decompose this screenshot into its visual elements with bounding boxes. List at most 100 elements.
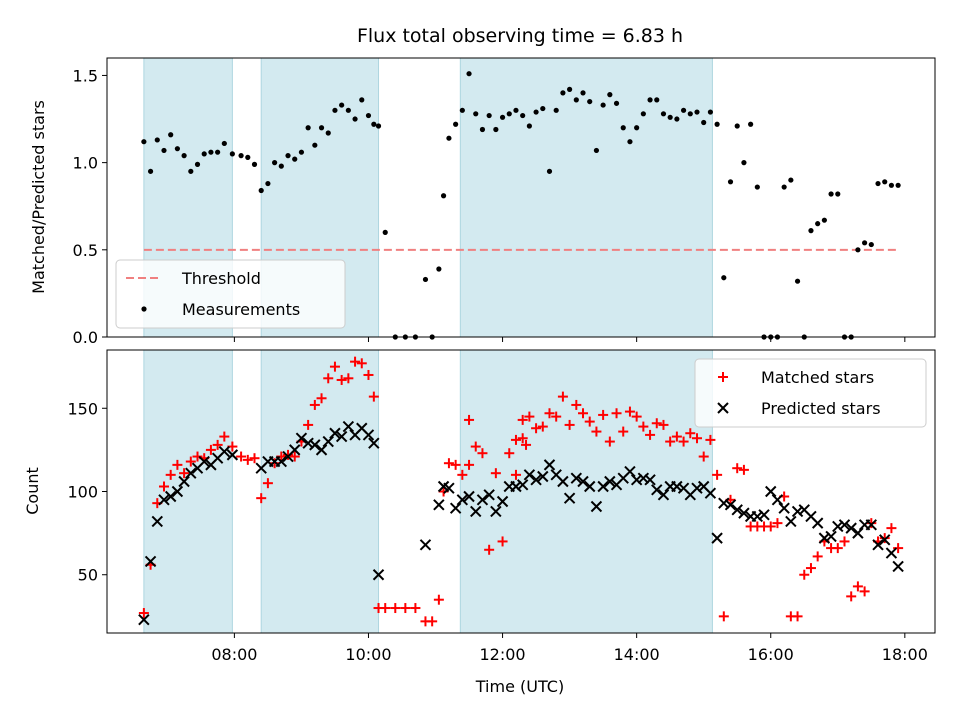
data-point [604, 436, 615, 447]
shaded-interval-2 [260, 349, 380, 634]
x-stroke-b [805, 510, 817, 523]
data-point [212, 439, 223, 450]
data-point [591, 426, 602, 437]
data-point [352, 116, 358, 122]
x-stroke-b [630, 474, 643, 486]
x-stroke-b [178, 475, 190, 488]
data-point [371, 121, 377, 127]
data-point [249, 453, 260, 464]
legend-label: Threshold [181, 269, 261, 288]
data-point [473, 111, 479, 117]
x-stroke-b [825, 530, 837, 543]
data-point [336, 374, 347, 385]
data-point [510, 480, 522, 493]
legend-panel-1: Threshold Measurements [115, 259, 346, 329]
x-stroke-b [563, 492, 576, 504]
x-tick-label: 18:00 [882, 645, 928, 664]
data-point [888, 182, 895, 188]
x-stroke-b [309, 439, 321, 451]
data-point [251, 161, 258, 167]
data-point [218, 445, 231, 458]
data-point [765, 521, 776, 532]
x-stroke-b [791, 505, 804, 518]
data-point [380, 603, 391, 614]
data-point [557, 391, 568, 402]
data-point [466, 71, 472, 77]
data-point [363, 369, 374, 380]
chart-title: Flux total observing time = 6.83 h [357, 25, 683, 47]
data-point [479, 126, 486, 133]
x-stroke-b [158, 494, 170, 506]
data-point [624, 406, 635, 417]
data-point [438, 486, 449, 497]
data-point [895, 182, 901, 188]
data-point [493, 126, 499, 133]
bottom-panel-shading-layer [143, 349, 713, 634]
data-point [578, 408, 589, 419]
data-point [799, 569, 810, 580]
data-point [598, 409, 609, 420]
data-point [419, 539, 432, 551]
series-dot [141, 71, 901, 340]
y-tick-label: 0.5 [73, 241, 98, 260]
data-point [721, 275, 727, 281]
legend-label: Matched stars [761, 368, 874, 387]
data-point [590, 500, 603, 513]
x-stroke-b [530, 474, 542, 486]
data-point [711, 532, 723, 544]
data-point [164, 490, 177, 503]
data-point [838, 519, 851, 531]
data-point [631, 411, 642, 422]
x-stroke-b [671, 480, 683, 493]
x-stroke-b [443, 482, 455, 494]
x-stroke-b [724, 499, 737, 511]
shaded-interval-1 [143, 349, 233, 634]
data-point [229, 151, 235, 157]
x-stroke-b [433, 499, 445, 511]
data-point [698, 451, 709, 462]
x-tick-label: 08:00 [211, 645, 257, 664]
data-point [315, 444, 328, 456]
data-point [450, 459, 461, 470]
data-point [846, 591, 857, 602]
data-point [526, 123, 532, 129]
data-point [665, 436, 676, 447]
data-point [427, 616, 438, 627]
data-point [276, 451, 287, 462]
x-stroke-b [138, 613, 150, 626]
x-stroke-b [496, 495, 509, 508]
data-point [517, 414, 528, 425]
x-stroke-b [483, 489, 495, 501]
x-stroke-b [275, 455, 288, 468]
data-point [712, 469, 723, 480]
data-point [477, 448, 488, 459]
data-point [718, 497, 730, 509]
data-point [567, 86, 573, 92]
data-point [151, 515, 163, 528]
data-point [201, 151, 207, 157]
x-stroke-b [657, 489, 670, 501]
data-point [607, 92, 613, 98]
x-stroke-b [335, 430, 348, 443]
data-point [362, 429, 375, 441]
x-stroke-b [771, 494, 784, 506]
data-point [714, 121, 720, 127]
x-stroke-b [731, 504, 743, 516]
data-point [862, 240, 868, 246]
data-point [521, 439, 532, 450]
data-point [365, 112, 372, 119]
data-point [302, 437, 314, 449]
data-point [238, 153, 244, 159]
data-point [236, 451, 247, 462]
data-point [309, 439, 321, 451]
data-point [886, 523, 897, 534]
data-point [707, 109, 714, 115]
data-point [463, 490, 475, 503]
x-tick-label: 14:00 [614, 645, 660, 664]
x-stroke-b [738, 507, 750, 519]
data-point [215, 149, 221, 155]
y-tick-label: 150 [67, 399, 98, 418]
data-point [832, 543, 843, 554]
data-point [651, 418, 662, 429]
